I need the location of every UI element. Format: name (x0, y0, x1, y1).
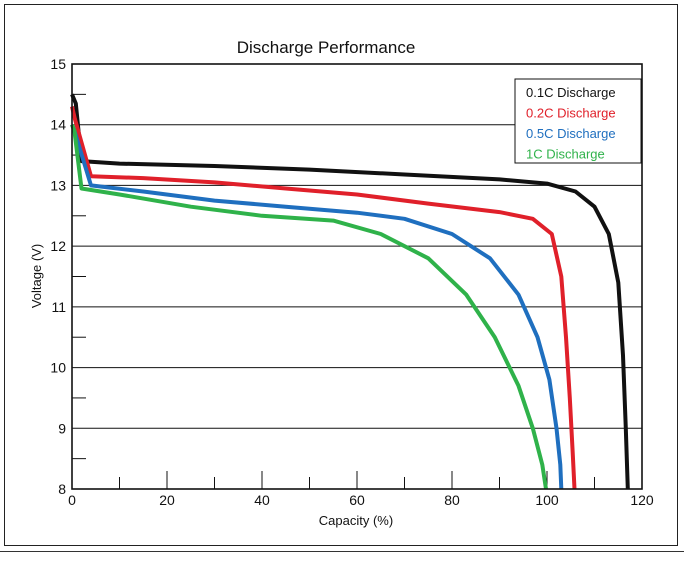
x-tick-label: 0 (68, 492, 76, 508)
series-layer (70, 93, 630, 490)
chart-title: Discharge Performance (237, 38, 416, 57)
y-tick-label: 13 (50, 177, 66, 193)
y-tick-label: 9 (58, 420, 66, 436)
y-tick-label: 15 (50, 56, 66, 72)
y-tick-label: 11 (51, 299, 66, 315)
y-tick-label: 10 (50, 360, 66, 376)
x-tick-labels: 0 20 40 60 80 100 120 (68, 492, 654, 508)
y-tick-label: 12 (50, 238, 66, 254)
x-tick-label: 120 (630, 492, 654, 508)
legend-entry: 0.5C Discharge (526, 126, 616, 141)
series-line (70, 106, 577, 490)
legend-entry: 0.1C Discharge (526, 85, 616, 100)
series-line (70, 123, 564, 490)
series-line (70, 93, 630, 490)
x-tick-label: 40 (254, 492, 270, 508)
y-tick-label: 14 (50, 117, 66, 133)
plot-border (71, 63, 643, 490)
y-tick-labels: 8 9 10 11 12 13 14 15 (50, 56, 66, 497)
series-line (70, 123, 548, 490)
x-tick-label: 20 (159, 492, 175, 508)
legend-entry: 0.2C Discharge (526, 106, 616, 121)
legend-entry: 1C Discharge (526, 147, 605, 162)
x-tick-label: 100 (535, 492, 559, 508)
x-tick-label: 60 (349, 492, 365, 508)
x-axis-label: Capacity (%) (319, 513, 393, 528)
y-axis-label: Voltage (V) (29, 244, 44, 308)
y-tick-label: 8 (58, 481, 66, 497)
legend: 0.1C Discharge 0.2C Discharge 0.5C Dischar… (514, 78, 642, 164)
legend-box (514, 78, 642, 164)
bottom-rule (0, 551, 684, 552)
x-tick-label: 80 (444, 492, 460, 508)
minor-ticks (72, 93, 595, 489)
